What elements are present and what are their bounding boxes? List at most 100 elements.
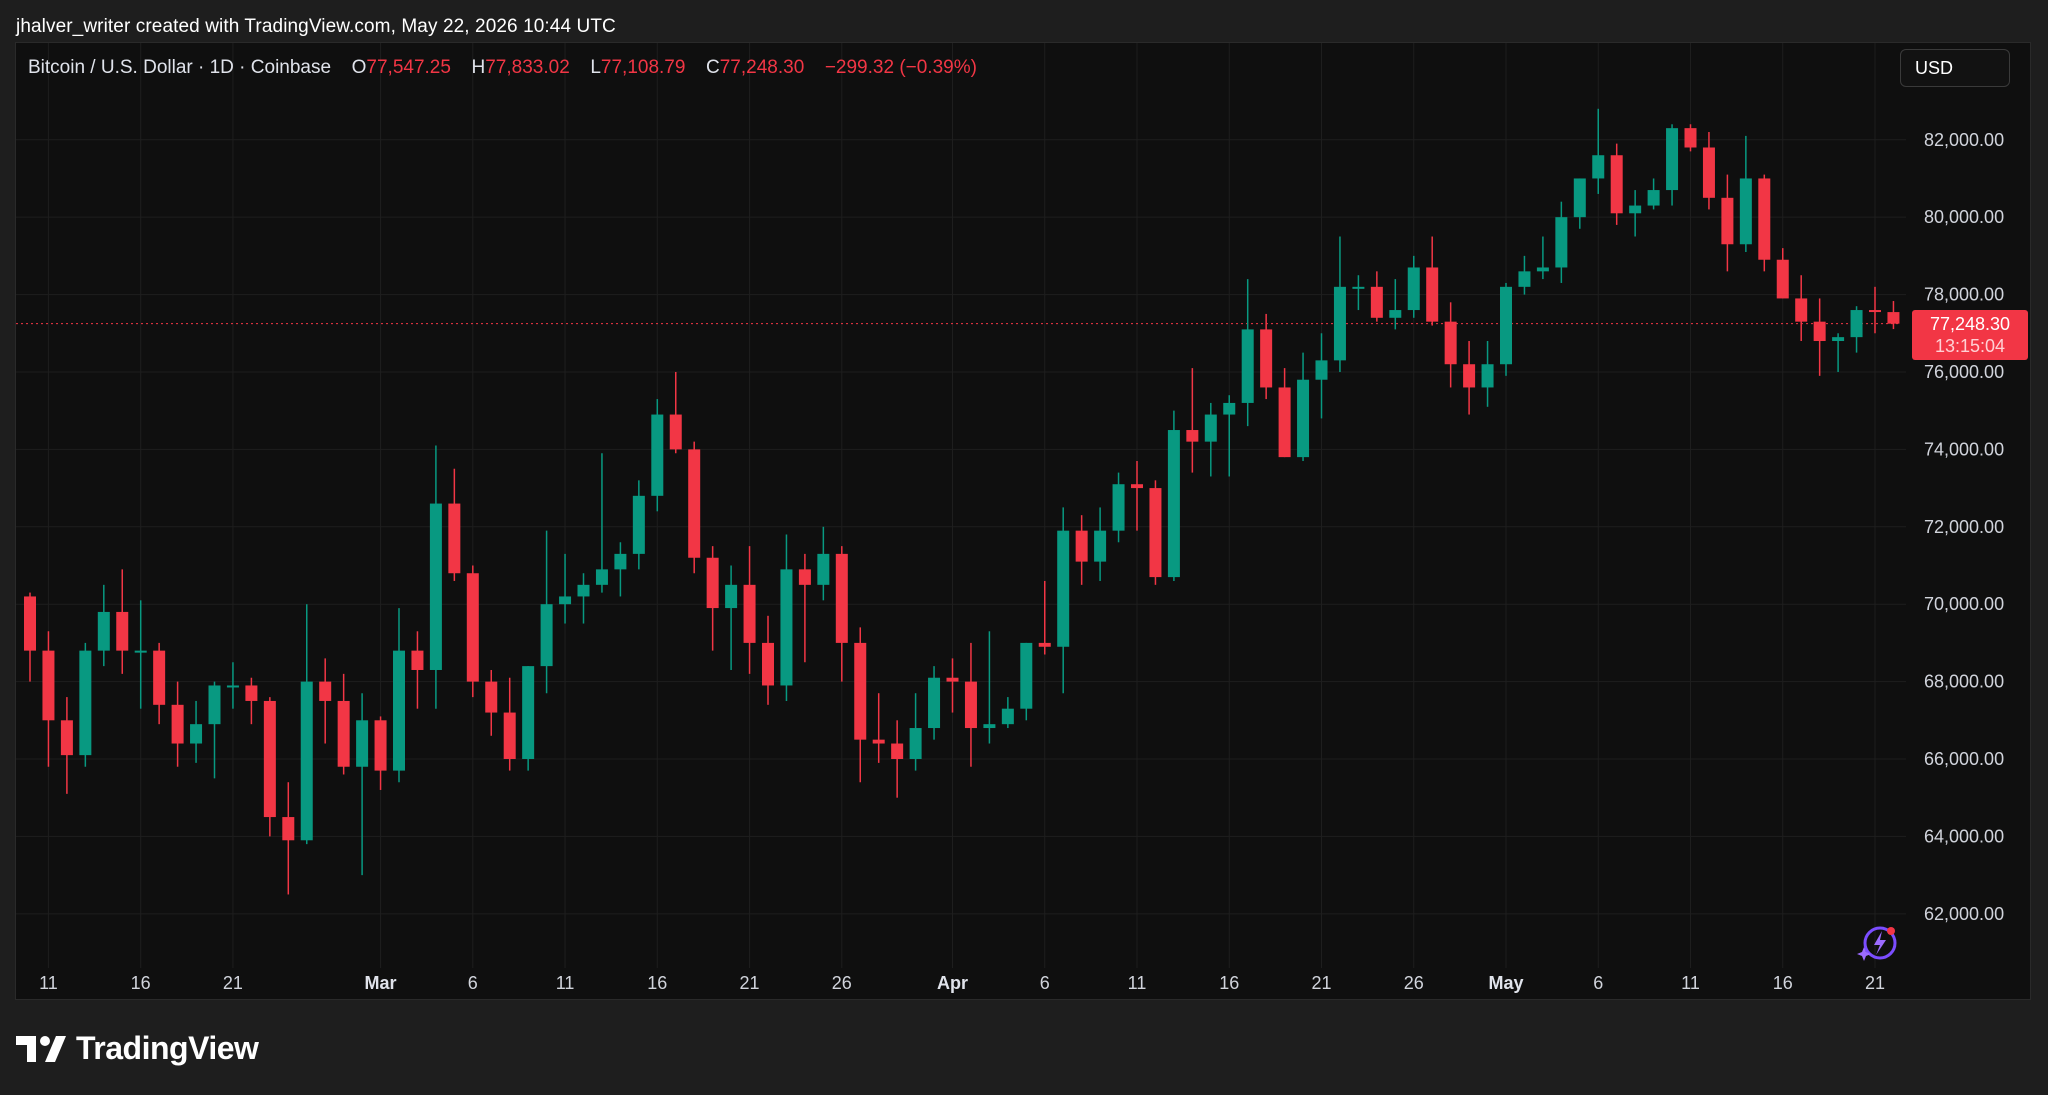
chart-panel[interactable]: 62,000.00 64,000.00 66,000.00 68,000.00 70,0…: [15, 42, 2031, 1000]
candle[interactable]: [1057, 507, 1070, 694]
candle[interactable]: [1536, 236, 1549, 280]
candle[interactable]: [1887, 301, 1900, 330]
candle[interactable]: [60, 697, 73, 794]
candle[interactable]: [485, 669, 498, 736]
candle[interactable]: [24, 592, 36, 682]
candle[interactable]: [577, 573, 590, 624]
candle[interactable]: [153, 642, 166, 725]
candle[interactable]: [1241, 279, 1254, 427]
candle[interactable]: [79, 642, 92, 767]
candle[interactable]: [762, 615, 774, 705]
candle[interactable]: [688, 441, 701, 574]
candle[interactable]: [1850, 306, 1863, 353]
candle[interactable]: [1832, 333, 1845, 372]
candle[interactable]: [946, 658, 959, 713]
candle[interactable]: [817, 526, 830, 601]
candle[interactable]: [1333, 236, 1346, 372]
candle[interactable]: [448, 468, 461, 581]
candle[interactable]: [1776, 248, 1789, 299]
candle[interactable]: [97, 584, 110, 667]
candle[interactable]: [964, 642, 977, 767]
candle[interactable]: [1684, 124, 1697, 152]
candle[interactable]: [337, 673, 350, 775]
candle[interactable]: [835, 546, 848, 682]
candle[interactable]: [429, 445, 442, 709]
candle[interactable]: [595, 453, 608, 593]
candle[interactable]: [1315, 333, 1328, 419]
candle[interactable]: [116, 569, 129, 674]
candle[interactable]: [559, 553, 572, 624]
candles[interactable]: [24, 108, 1900, 895]
candle[interactable]: [743, 546, 756, 674]
candle[interactable]: [1223, 395, 1236, 477]
candle[interactable]: [540, 530, 553, 694]
candle[interactable]: [725, 565, 738, 670]
candle[interactable]: [374, 716, 387, 790]
candle[interactable]: [263, 697, 276, 837]
candle[interactable]: [1260, 313, 1273, 400]
candle[interactable]: [319, 658, 332, 744]
candle[interactable]: [1278, 368, 1291, 458]
candle[interactable]: [1131, 460, 1143, 531]
time-axis[interactable]: 11 16 21 Mar 6 11 16 21 26 Apr 6 11 16 21 26 May 6 11 16 21: [39, 973, 1885, 993]
candle[interactable]: [411, 631, 424, 709]
candle[interactable]: [190, 700, 203, 763]
candle[interactable]: [1573, 178, 1586, 229]
candle[interactable]: [1463, 341, 1476, 415]
candle[interactable]: [1739, 135, 1752, 252]
candle[interactable]: [1629, 190, 1642, 237]
candle[interactable]: [1758, 174, 1771, 272]
candle[interactable]: [208, 681, 221, 779]
candle[interactable]: [1610, 143, 1623, 225]
candle[interactable]: [245, 677, 258, 725]
candle[interactable]: [798, 553, 811, 663]
candle[interactable]: [1297, 352, 1310, 461]
candle[interactable]: [503, 677, 516, 771]
candle[interactable]: [1075, 515, 1088, 585]
candle[interactable]: [1795, 275, 1808, 342]
candle[interactable]: [1500, 282, 1512, 376]
candle[interactable]: [466, 565, 479, 698]
candle[interactable]: [983, 631, 996, 744]
candle[interactable]: [1149, 480, 1162, 585]
price-axis[interactable]: 62,000.00 64,000.00 66,000.00 68,000.00 70,0…: [1924, 59, 2004, 924]
candle[interactable]: [891, 720, 904, 798]
candle[interactable]: [1038, 580, 1051, 655]
candle[interactable]: [1702, 132, 1715, 210]
candle[interactable]: [1518, 255, 1531, 295]
candle[interactable]: [1721, 174, 1734, 272]
candle[interactable]: [1186, 368, 1199, 473]
candle[interactable]: [522, 666, 535, 771]
candle[interactable]: [1869, 286, 1881, 334]
candle[interactable]: [1352, 275, 1365, 311]
symbol-title[interactable]: Bitcoin / U.S. Dollar · 1D · Coinbase: [28, 57, 332, 78]
candle[interactable]: [872, 693, 885, 763]
candle[interactable]: [171, 681, 184, 767]
candle[interactable]: [632, 480, 645, 570]
candle[interactable]: [1813, 298, 1826, 376]
candle[interactable]: [1389, 279, 1402, 330]
tradingview-logo[interactable]: TradingView: [16, 1030, 259, 1067]
candle[interactable]: [300, 604, 313, 845]
candle[interactable]: [780, 534, 793, 701]
candle[interactable]: [1426, 236, 1439, 326]
currency-button[interactable]: USD: [1900, 49, 2010, 87]
candle[interactable]: [928, 666, 941, 740]
sparkle-icon[interactable]: [1856, 921, 1900, 965]
candle[interactable]: [42, 631, 55, 767]
candle[interactable]: [134, 600, 147, 709]
candle[interactable]: [393, 608, 405, 783]
candle[interactable]: [651, 399, 664, 512]
candle[interactable]: [1204, 402, 1217, 477]
candle[interactable]: [909, 693, 922, 771]
candle[interactable]: [1647, 178, 1660, 210]
candle[interactable]: [1444, 302, 1457, 388]
candle[interactable]: [1020, 642, 1033, 721]
candle[interactable]: [1666, 124, 1679, 206]
candle[interactable]: [226, 662, 239, 709]
candle[interactable]: [854, 627, 867, 783]
candlestick-chart[interactable]: 62,000.00 64,000.00 66,000.00 68,000.00 70,0…: [16, 43, 2030, 999]
candle[interactable]: [1592, 108, 1605, 194]
candle[interactable]: [282, 782, 295, 895]
candle[interactable]: [1167, 410, 1180, 581]
